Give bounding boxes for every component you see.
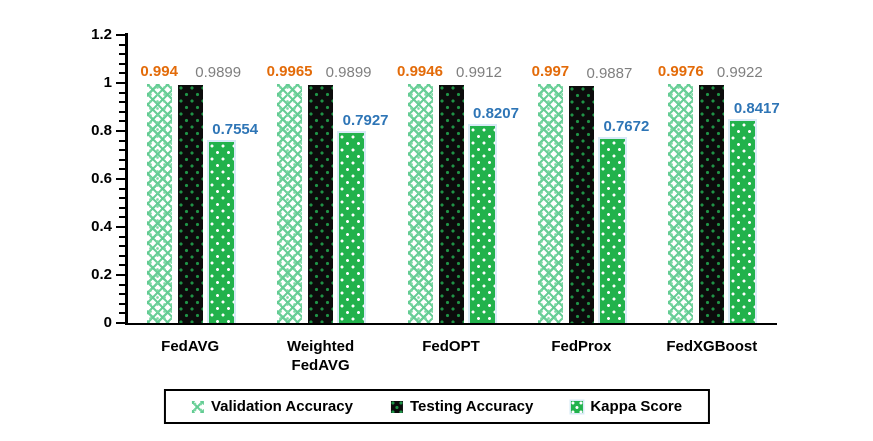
legend-entry-label: Testing Accuracy bbox=[409, 398, 534, 415]
bar-validation-accuracy bbox=[277, 83, 303, 323]
legend-marker-icon bbox=[571, 400, 584, 413]
legend-marker-icon bbox=[191, 400, 204, 413]
value-label: 0.9976 bbox=[657, 62, 704, 80]
y-tick-label: 0.6 bbox=[91, 170, 112, 187]
y-minor-tick bbox=[119, 72, 125, 75]
y-tick-label: 1.2 bbox=[91, 26, 112, 43]
category-label-fedavg: FedAVG bbox=[125, 337, 255, 356]
value-label: 0.9912 bbox=[456, 64, 502, 82]
y-minor-tick bbox=[119, 197, 125, 200]
category-label-text: FedXGBoost bbox=[666, 338, 758, 355]
y-minor-tick bbox=[119, 168, 125, 171]
bar-kappa-score bbox=[599, 138, 625, 323]
category-label-text: FedOPT bbox=[422, 338, 480, 355]
category-label-text: Weighted FedAVG bbox=[286, 338, 355, 374]
value-label: 0.9899 bbox=[195, 64, 242, 82]
y-minor-tick bbox=[119, 264, 125, 267]
y-minor-tick bbox=[119, 110, 125, 113]
plot-area: 0.994 0.9899 0.7554 0.9965 0.9899 0.7927 0.994… bbox=[116, 33, 780, 325]
y-minor-tick bbox=[119, 235, 125, 238]
y-minor-tick bbox=[119, 43, 125, 46]
category-label-weighted-fedavg: Weighted FedAVG bbox=[255, 337, 385, 375]
legend-entry-label: Validation Accuracy bbox=[210, 398, 353, 415]
y-tick-label: 1 bbox=[103, 74, 112, 91]
y-minor-tick bbox=[119, 293, 125, 296]
y-minor-tick bbox=[119, 302, 125, 305]
value-label: 0.994 bbox=[140, 63, 178, 81]
category-label-text: FedAVG bbox=[161, 338, 220, 355]
bar-kappa-score bbox=[730, 121, 756, 323]
value-label: 0.9899 bbox=[325, 64, 372, 82]
y-minor-tick bbox=[119, 91, 125, 94]
value-label: 0.9946 bbox=[397, 63, 443, 81]
bar-testing-accuracy bbox=[438, 85, 464, 323]
legend-marker-icon bbox=[390, 400, 403, 413]
bar-testing-accuracy bbox=[308, 85, 334, 323]
bar-validation-accuracy bbox=[668, 83, 694, 323]
y-minor-tick bbox=[119, 312, 125, 315]
category-label-fedopt: FedOPT bbox=[386, 337, 516, 356]
value-label: 0.7672 bbox=[603, 117, 650, 135]
y-minor-tick bbox=[119, 62, 125, 65]
value-label: 0.9965 bbox=[266, 62, 313, 80]
bar-testing-accuracy bbox=[699, 84, 725, 323]
bar-kappa-score bbox=[208, 141, 234, 323]
y-tick-label: 0 bbox=[103, 314, 112, 331]
legend-entry-validation-accuracy: Validation Accuracy bbox=[191, 398, 353, 415]
bar-validation-accuracy bbox=[146, 84, 172, 323]
legend: Validation Accuracy Testing Accuracy Kappa… bbox=[163, 389, 711, 424]
y-minor-tick bbox=[119, 245, 125, 248]
y-major-tick bbox=[116, 226, 125, 228]
value-label: 0.7927 bbox=[342, 111, 389, 129]
y-major-tick bbox=[116, 322, 125, 324]
category-label-fedxgboost: FedXGBoost bbox=[647, 337, 777, 356]
value-label: 0.9922 bbox=[716, 63, 763, 81]
y-minor-tick bbox=[119, 187, 125, 190]
y-minor-tick bbox=[119, 53, 125, 56]
bar-testing-accuracy bbox=[568, 85, 594, 323]
value-label: 0.7554 bbox=[212, 120, 259, 138]
category-label-fedprox: FedProx bbox=[516, 337, 646, 356]
bar-testing-accuracy bbox=[177, 85, 203, 323]
y-tick-label: 0.2 bbox=[91, 266, 112, 283]
value-label: 0.9887 bbox=[586, 64, 633, 82]
y-tick-label: 0.8 bbox=[91, 122, 112, 139]
y-minor-tick bbox=[119, 206, 125, 209]
y-minor-tick bbox=[119, 216, 125, 219]
y-major-tick bbox=[116, 274, 125, 276]
y-major-tick bbox=[116, 178, 125, 180]
y-minor-tick bbox=[119, 139, 125, 142]
y-minor-tick bbox=[119, 254, 125, 257]
category-label-text: FedProx bbox=[551, 338, 612, 355]
y-tick-label: 0.4 bbox=[91, 218, 112, 235]
y-minor-tick bbox=[119, 120, 125, 123]
y-minor-tick bbox=[119, 149, 125, 152]
value-label: 0.997 bbox=[531, 62, 570, 80]
y-minor-tick bbox=[119, 283, 125, 286]
bar-validation-accuracy bbox=[407, 84, 433, 323]
y-axis-line bbox=[125, 33, 128, 324]
value-label: 0.8207 bbox=[473, 105, 519, 123]
bar-kappa-score bbox=[339, 132, 365, 323]
value-label: 0.8417 bbox=[733, 99, 780, 117]
bar-kappa-score bbox=[469, 126, 495, 323]
y-major-tick bbox=[116, 130, 125, 132]
y-major-tick bbox=[116, 34, 125, 36]
x-axis-line bbox=[125, 323, 777, 325]
legend-entry-label: Kappa Score bbox=[590, 398, 683, 415]
bar-validation-accuracy bbox=[537, 83, 563, 323]
legend-entry-testing-accuracy: Testing Accuracy bbox=[390, 398, 534, 415]
y-major-tick bbox=[116, 82, 125, 84]
y-minor-tick bbox=[119, 158, 125, 161]
legend-entry-kappa-score: Kappa Score bbox=[571, 398, 682, 415]
y-minor-tick bbox=[119, 101, 125, 104]
